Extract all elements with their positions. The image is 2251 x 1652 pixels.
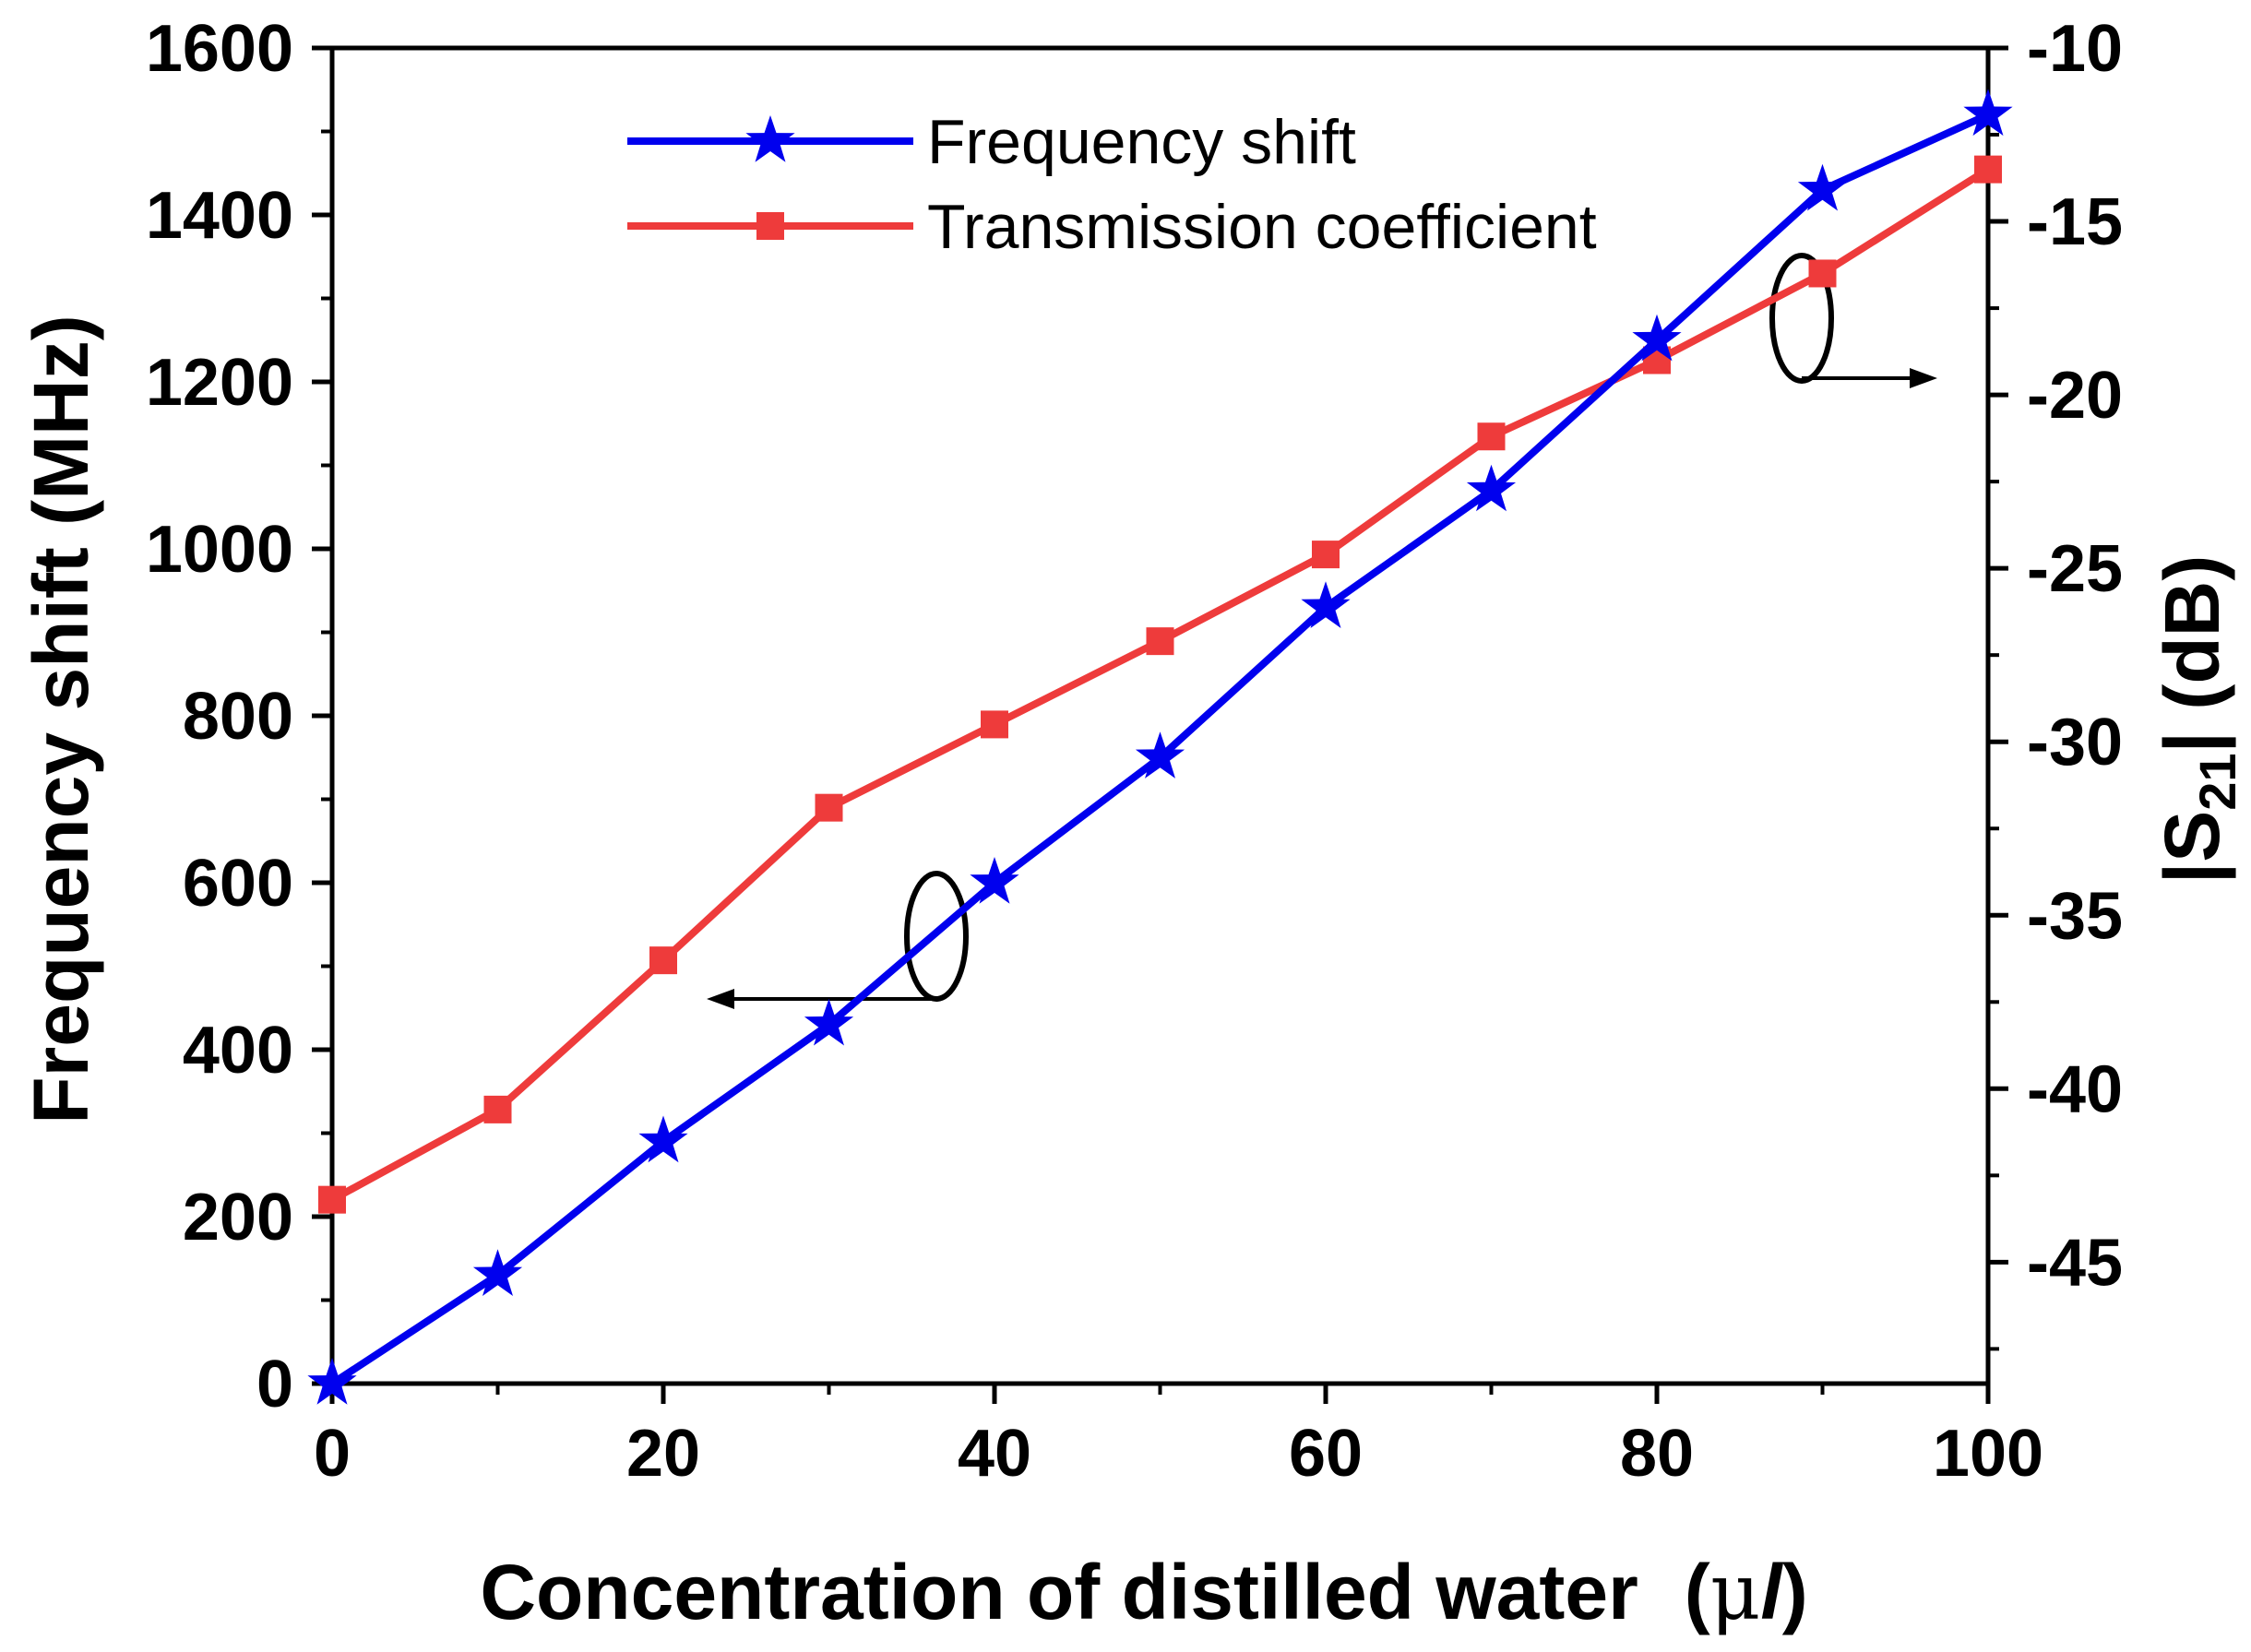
y-right-tick-label: -35	[2027, 879, 2123, 953]
y-right-tick-label: -40	[2027, 1052, 2123, 1126]
legend-frequency-shift-marker	[745, 115, 795, 162]
x-tick-label: 80	[1620, 1417, 1694, 1491]
x-tick-label: 20	[626, 1417, 700, 1491]
transmission-coefficient-point	[1477, 422, 1506, 451]
x-tick-label: 40	[958, 1417, 1031, 1491]
axis-titles: Concentration of distilled water (μl) Fre…	[18, 315, 2246, 1637]
left-arrow-head	[707, 989, 734, 1009]
y-right-tick-label: -45	[2027, 1226, 2123, 1300]
transmission-coefficient-line	[330, 166, 1991, 1204]
y-axis-right-title: |S21| (dB)	[2149, 555, 2246, 885]
y-right-tick-label: -10	[2027, 12, 2123, 86]
y-left-tick-label: 1200	[146, 346, 293, 420]
y-right-tick-label: -15	[2027, 185, 2123, 259]
frequency-shift-point	[1466, 464, 1517, 512]
axes-layer: 0 20 40 60 80 1000200400600800100012001400160…	[146, 12, 2123, 1491]
y-left-tick-label: 800	[183, 680, 293, 754]
y-right-tick-label: -25	[2027, 532, 2123, 606]
transmission-coefficient-point	[981, 710, 1008, 739]
transmission-coefficient-point	[318, 1185, 346, 1214]
x-tick-label: 60	[1289, 1417, 1363, 1491]
legend: Frequency shift Transmission coefficient	[627, 107, 1597, 262]
y-left-tick-label: 400	[183, 1014, 293, 1087]
x-axis-title: Concentration of distilled water (μl)	[480, 1547, 1807, 1637]
transmission-coefficient-point	[1974, 155, 2002, 184]
frequency-shift-point	[1301, 581, 1351, 628]
y-left-tick-label: 1000	[146, 513, 293, 587]
right-arrow-head	[1910, 368, 1937, 388]
transmission-coefficient-point	[1312, 541, 1340, 569]
transmission-coefficient-point	[1146, 627, 1174, 656]
x-tick-label: 0	[314, 1417, 351, 1491]
transmission-coefficient-point	[1808, 259, 1837, 288]
series-layer	[307, 89, 2013, 1405]
y-right-tick-label: -20	[2027, 359, 2123, 433]
legend-transmission-coefficient-marker	[756, 212, 784, 240]
frequency-shift-point	[1135, 731, 1185, 778]
frequency-shift-point	[1963, 89, 2013, 137]
y-axis-left-title: Frequency shift (MHz)	[18, 315, 104, 1123]
x-tick-label: 100	[1933, 1417, 2043, 1491]
frequency-shift-point	[472, 1249, 523, 1296]
frequency-shift-point	[1632, 314, 1682, 362]
y-right-tick-label: -30	[2027, 706, 2123, 779]
y-left-tick-label: 1400	[146, 179, 293, 253]
annotations	[707, 253, 1937, 1009]
frequency-shift-point	[804, 998, 854, 1046]
frequency-shift-point	[638, 1115, 688, 1163]
frequency-shift-point	[1797, 163, 1848, 211]
transmission-coefficient-point	[815, 793, 843, 822]
frequency-shift-point	[970, 857, 1019, 904]
y-left-tick-label: 1600	[146, 12, 293, 86]
y-left-tick-label: 0	[256, 1348, 293, 1421]
y-left-tick-label: 600	[183, 847, 293, 921]
transmission-coefficient-point	[649, 946, 677, 975]
frequency-shift-point	[307, 1358, 357, 1405]
right-axis-marker-ellipse	[1769, 253, 1834, 384]
legend-transmission-coefficient-label: Transmission coefficient	[927, 192, 1597, 262]
legend-frequency-shift-label: Frequency shift	[927, 107, 1356, 177]
y-left-tick-label: 200	[183, 1181, 293, 1254]
transmission-coefficient-point	[483, 1095, 512, 1123]
